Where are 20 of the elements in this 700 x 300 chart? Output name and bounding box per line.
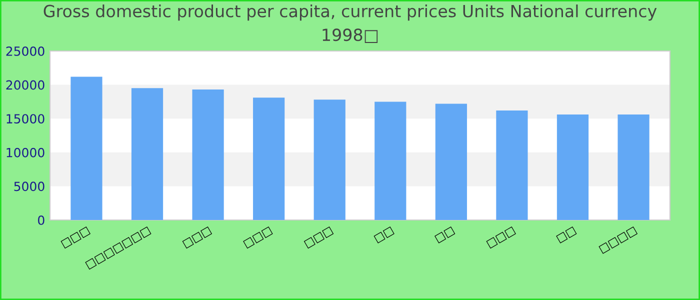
- bar: [131, 88, 164, 220]
- bar: [435, 104, 467, 220]
- x-tick-label: □□: [556, 226, 577, 244]
- y-tick-label: 25000: [6, 46, 44, 56]
- bar: [618, 114, 650, 220]
- x-tick-label: □□: [374, 226, 394, 244]
- bar: [374, 102, 406, 220]
- bar: [70, 76, 102, 220]
- x-tick-label: □□: [434, 226, 456, 244]
- y-tick-label: 20000: [6, 80, 44, 90]
- y-tick-label: 0: [38, 215, 44, 225]
- y-tick-label: 15000: [6, 114, 44, 124]
- y-tick-label: 10000: [6, 148, 44, 158]
- bar: [314, 100, 346, 220]
- y-tick-label: 5000: [14, 182, 44, 192]
- bar: [192, 90, 224, 220]
- bar: [253, 98, 285, 220]
- bar: [496, 110, 528, 220]
- bar: [556, 114, 589, 220]
- chart-title: Gross domestic product per capita, current prices Units National currency 1998□: [44, 4, 657, 43]
